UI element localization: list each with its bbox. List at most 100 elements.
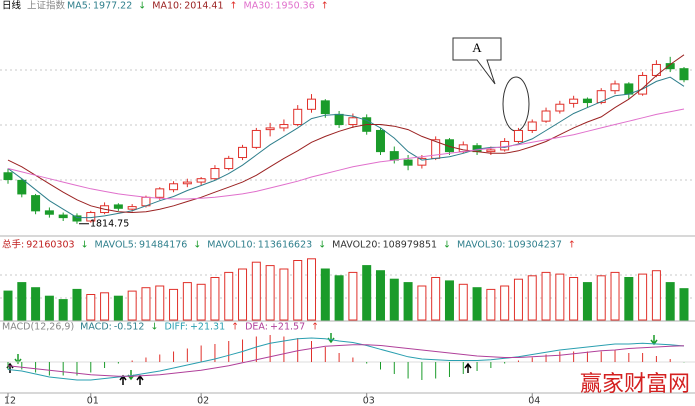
volume-bar (444, 280, 454, 321)
macd-line (7, 344, 685, 377)
legend-value: 113616623 (258, 240, 312, 251)
volume-bar (569, 277, 579, 321)
trend-arrow: ↑ (568, 240, 576, 251)
candle-body (155, 188, 165, 198)
candle-body (210, 168, 220, 180)
legend-value: 1950.36 (275, 1, 314, 12)
volume-bar (320, 268, 330, 321)
legend-value: 1977.22 (93, 1, 132, 12)
volume-bar (389, 278, 399, 321)
candle-body (196, 178, 206, 183)
trend-arrow: ↑ (231, 322, 239, 333)
volume-bar (265, 265, 275, 321)
volume-bar (431, 277, 441, 321)
trend-arrow: ↑ (311, 322, 319, 333)
volume-bar (251, 261, 261, 321)
candle-body (238, 146, 248, 159)
x-tick-label: 02 (197, 396, 209, 406)
x-tick-label: 01 (87, 396, 99, 406)
candle-body (610, 83, 620, 92)
volume-bar (375, 270, 385, 321)
x-tick-label: 04 (528, 396, 540, 406)
macd-title: MACD(12,26,9) (2, 322, 74, 333)
low-label: 1814.75 (90, 218, 129, 229)
candle-body (3, 172, 13, 181)
trend-arrow: ↓ (318, 240, 326, 251)
candle-body (569, 98, 579, 104)
volume-bar (582, 282, 592, 321)
x-tick-label: 12 (4, 396, 16, 406)
volume-bar (210, 277, 220, 321)
candle-body (320, 100, 330, 115)
candle-body (555, 103, 565, 112)
candle-body (169, 183, 179, 191)
legend-name: MAVOL10: (207, 240, 255, 251)
ma-line (7, 54, 685, 214)
candle-body (582, 98, 592, 104)
volume-bar (362, 265, 372, 321)
volume-bar (472, 287, 482, 321)
volume-bar (500, 285, 510, 321)
candle-body (127, 206, 137, 210)
volume-bar (86, 294, 96, 321)
trend-arrow: ↓ (138, 1, 146, 12)
legend-value: 2014.41 (184, 1, 223, 12)
candle-body (679, 68, 689, 81)
volume-value: 92160303 (26, 240, 74, 251)
annotation-label: A (472, 40, 482, 55)
volume-bar (486, 288, 496, 321)
volume-bar (127, 290, 137, 321)
candle-body (513, 129, 523, 142)
candle-body (58, 214, 68, 219)
volume-bar (72, 288, 82, 321)
candle-body (665, 63, 675, 70)
volume-bar (182, 282, 192, 321)
volume-bar (44, 295, 54, 321)
candle-body (638, 74, 648, 95)
legend-name: MA5: (67, 1, 91, 12)
watermark: 赢家财富网 (580, 372, 690, 397)
candle-body (182, 181, 192, 185)
ma-line (7, 76, 685, 219)
volume-bar (293, 260, 303, 321)
volume-bar (155, 285, 165, 321)
candle-body (334, 113, 344, 126)
trend-arrow: ↑ (321, 1, 329, 12)
volume-bar (141, 287, 151, 321)
candle-body (375, 129, 385, 153)
volume-bar (169, 288, 179, 321)
volume-bar (17, 282, 27, 321)
volume-bar (307, 258, 317, 321)
candle-body (265, 127, 275, 131)
volume-bar (679, 288, 689, 321)
trend-arrow: ↓ (150, 322, 158, 333)
legend-name: DEA: (245, 322, 268, 333)
volume-bar (100, 292, 110, 321)
volume-bar (224, 271, 234, 321)
candle-body (72, 215, 82, 222)
volume-bar (555, 273, 565, 321)
volume-bar (417, 285, 427, 321)
legend-name: DIFF: (164, 322, 188, 333)
volume-bar (113, 295, 123, 321)
candle-body (251, 129, 261, 148)
callout-box (452, 37, 502, 85)
volume-bar (596, 275, 606, 321)
ma-line (7, 108, 685, 200)
legend-value: 91484176 (139, 240, 187, 251)
legend-name: MAVOL30: (457, 240, 505, 251)
candle-body (527, 121, 537, 131)
legend-value: 109304237 (508, 240, 562, 251)
trend-arrow: ↑ (230, 1, 238, 12)
volume-bar (513, 278, 523, 321)
x-tick-label: 03 (363, 396, 375, 406)
candle-body (44, 210, 54, 215)
volume-bar (624, 277, 634, 321)
volume-bar (458, 283, 468, 321)
candle-body (31, 195, 41, 212)
candle-body (224, 157, 234, 170)
legend-name: MA30: (244, 1, 274, 12)
volume-bar (279, 268, 289, 321)
